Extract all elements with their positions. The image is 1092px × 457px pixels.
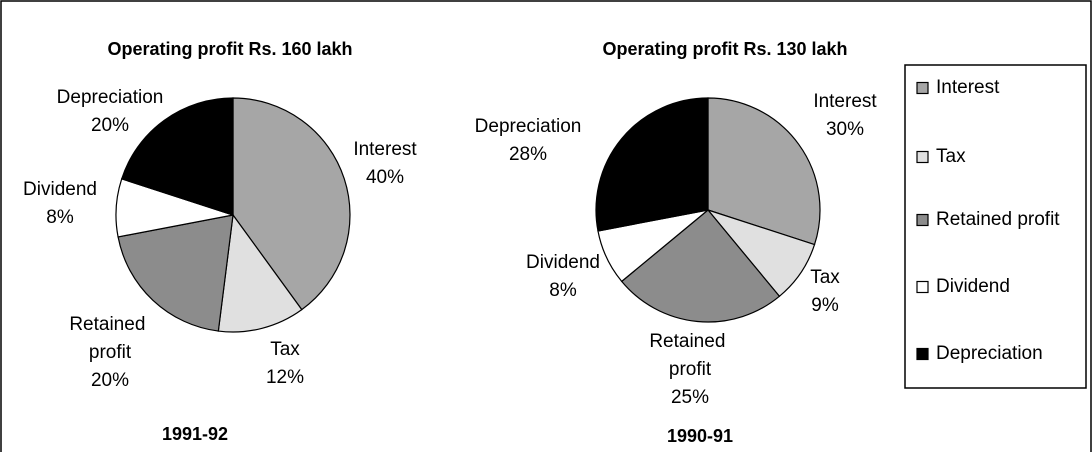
legend-swatch	[916, 347, 929, 361]
slice-label: Depreciation	[57, 87, 164, 108]
legend-swatch	[916, 280, 929, 294]
legend-box	[904, 64, 1087, 389]
slice-value-label: 20%	[91, 370, 129, 391]
slice-label: Dividend	[23, 179, 97, 200]
slice-value-label: 28%	[509, 144, 547, 165]
slice-label: Retained profit	[69, 314, 150, 363]
legend-swatch	[916, 81, 929, 95]
slice-value-label: 20%	[91, 115, 129, 136]
legend-label: Depreciation	[936, 343, 1043, 364]
slice-value-label: 8%	[549, 280, 577, 301]
legend-label: Dividend	[936, 276, 1010, 297]
pie-slice	[595, 97, 709, 232]
slice-label: Interest	[813, 91, 877, 112]
slice-label: Retained profit	[649, 331, 730, 380]
slice-value-label: 40%	[366, 167, 404, 188]
chart-caption: 1991-92	[162, 424, 228, 444]
slice-label: Depreciation	[475, 116, 582, 137]
pie-slice	[707, 97, 821, 246]
pie-slice	[232, 97, 351, 311]
slice-value-label: 25%	[671, 387, 709, 408]
legend-swatch	[916, 150, 929, 164]
slice-value-label: 8%	[46, 207, 74, 228]
legend-label: Tax	[936, 146, 966, 167]
chart-caption: 1990-91	[667, 426, 733, 446]
chart-title: Operating profit Rs. 160 lakh	[107, 39, 352, 59]
slice-label: Tax	[270, 339, 300, 360]
slice-label: Interest	[353, 139, 417, 160]
slice-value-label: 12%	[266, 367, 304, 388]
slice-label: Tax	[810, 267, 840, 288]
pie-slice	[117, 214, 234, 332]
slice-label: Dividend	[526, 252, 600, 273]
slice-value-label: 9%	[811, 295, 839, 316]
legend-label: Interest	[936, 77, 1000, 98]
pie-slice	[620, 209, 781, 323]
legend-label: Retained profit	[936, 209, 1060, 230]
legend-swatch	[916, 213, 929, 227]
chart-title: Operating profit Rs. 130 lakh	[602, 39, 847, 59]
pie-slice	[120, 97, 234, 216]
pie-slice	[217, 213, 303, 333]
slice-value-label: 30%	[826, 119, 864, 140]
